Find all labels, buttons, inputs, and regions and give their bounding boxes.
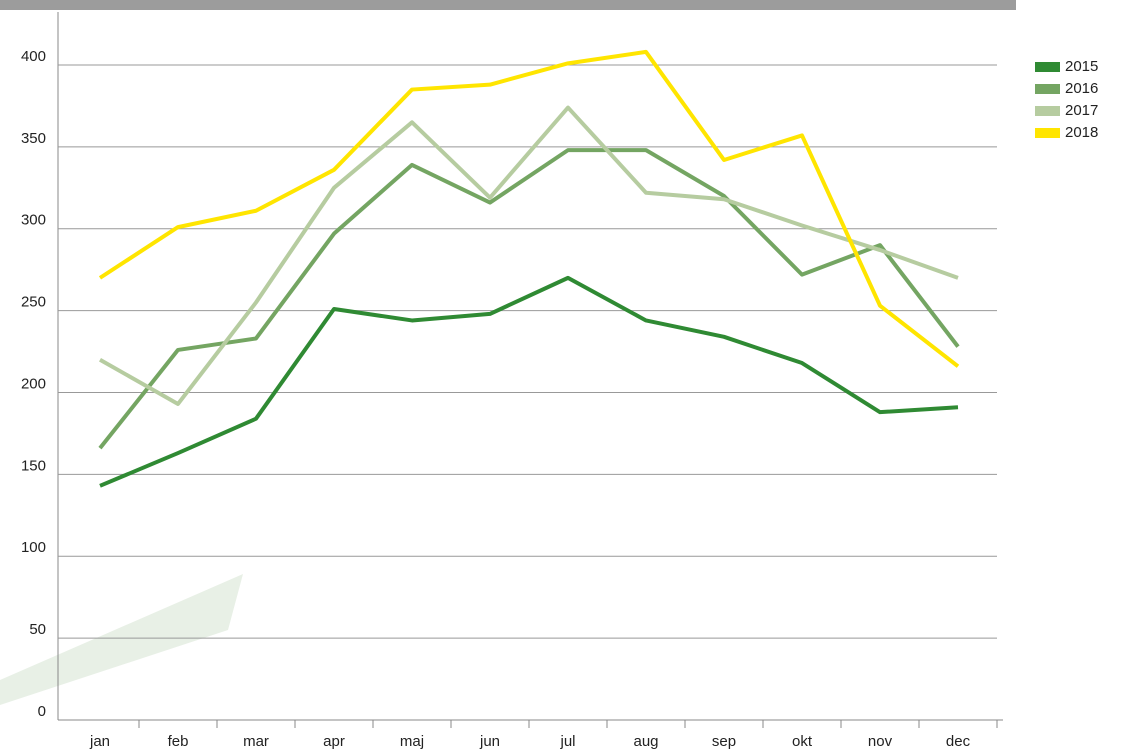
y-tick-label: 400 — [21, 48, 46, 65]
legend-label: 2017 — [1065, 102, 1098, 119]
x-tick-label: jan — [89, 733, 110, 750]
y-tick-label: 200 — [21, 375, 46, 392]
x-tick-label: maj — [400, 733, 424, 750]
y-tick-label: 50 — [29, 621, 46, 638]
x-tick-label: jun — [479, 733, 500, 750]
x-tick-label: apr — [323, 733, 345, 750]
top-bar — [0, 0, 1016, 10]
y-tick-label: 150 — [21, 457, 46, 474]
x-tick-label: sep — [712, 733, 736, 750]
y-tick-label: 250 — [21, 294, 46, 311]
chart: 0 50 100 150 200 250 300 350 400 jan feb mar apr maj j… — [0, 0, 1123, 753]
x-tick-label: mar — [243, 733, 269, 750]
x-tick-label: feb — [168, 733, 189, 750]
legend-swatch — [1035, 84, 1060, 94]
y-tick-label: 0 — [38, 703, 46, 720]
legend-label: 2018 — [1065, 124, 1098, 141]
legend-label: 2016 — [1065, 80, 1098, 97]
legend-label: 2015 — [1065, 58, 1098, 75]
x-tick-label: aug — [633, 733, 658, 750]
x-tick-label: dec — [946, 733, 971, 750]
y-tick-label: 300 — [21, 212, 46, 229]
series-line — [100, 278, 958, 486]
x-tick-label: okt — [792, 733, 813, 750]
x-tick-label: jul — [559, 733, 575, 750]
y-tick-label: 350 — [21, 130, 46, 147]
x-tick-label: nov — [868, 733, 893, 750]
series-line — [100, 108, 958, 404]
legend-swatch — [1035, 62, 1060, 72]
legend-swatch — [1035, 106, 1060, 116]
legend-swatch — [1035, 128, 1060, 138]
series-line — [100, 52, 958, 366]
decoration — [0, 574, 243, 705]
y-tick-label: 100 — [21, 539, 46, 556]
